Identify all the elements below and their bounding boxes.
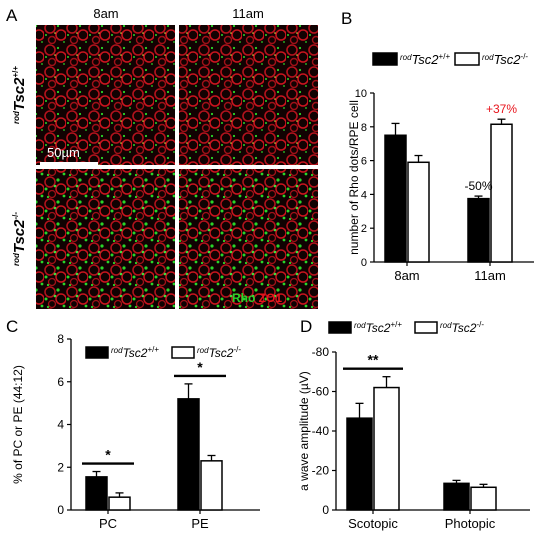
- bar-b: [467, 197, 490, 263]
- row-label-ko-sup: rod: [12, 252, 21, 266]
- significance-label-c: *: [105, 447, 111, 463]
- significance-label-d: **: [368, 352, 379, 368]
- bar-d: [373, 386, 400, 511]
- y-tick-label-c: 0: [57, 503, 64, 517]
- panel-letter-b: B: [341, 9, 352, 28]
- legend-c-label-ko: rodTsc2-/-: [197, 345, 241, 360]
- y-tick-label-c: 8: [57, 332, 64, 346]
- stain-label-rho: Rho: [232, 291, 255, 305]
- bar-c: [200, 460, 223, 511]
- y-tick-label-b: 0: [361, 257, 367, 269]
- micrograph-ko-8am: [36, 169, 175, 309]
- y-axis-label-d: a wave amplitude (µV): [297, 371, 311, 491]
- annotation-b: -50%: [464, 179, 492, 193]
- bar-d: [346, 417, 373, 511]
- y-axis-label-b: number of Rho dots/RPE cell: [347, 100, 361, 255]
- panel-letter-d: D: [300, 317, 312, 336]
- row-label-ko-gene: Tsc2: [11, 219, 28, 253]
- legend-b: rodTsc2+/+ rodTsc2-/-: [372, 52, 528, 67]
- col-label-8am: 8am: [93, 6, 118, 21]
- legend-d-swatch-ko: [414, 321, 438, 334]
- bar-c: [177, 398, 200, 511]
- x-tick-label-d: Scotopic: [348, 516, 398, 531]
- scale-bar-label: 50µm: [47, 145, 80, 160]
- legend-d-swatch-wt: [328, 321, 352, 334]
- bar-c: [85, 476, 108, 511]
- bar-b: [490, 123, 513, 263]
- panel-letter-a: A: [6, 6, 18, 25]
- y-tick-label-b: 6: [361, 156, 367, 168]
- legend-b-label-wt: rodTsc2+/+: [400, 52, 450, 67]
- annotation-b: +37%: [486, 102, 517, 116]
- bar-d: [470, 486, 497, 511]
- legend-d: rodTsc2+/+ rodTsc2-/-: [328, 320, 484, 335]
- row-label-wt-gene: Tsc2: [11, 77, 28, 111]
- bar-d: [443, 482, 470, 511]
- row-label-wt-geno: +/+: [11, 66, 20, 78]
- panel-letter-c: C: [6, 317, 18, 336]
- y-axis-label-c: % of PC or PE (44:12): [11, 365, 25, 484]
- row-label-ko: rodTsc2-/-: [11, 212, 28, 266]
- legend-d-label-wt: rodTsc2+/+: [354, 320, 402, 335]
- y-tick-label-b: 2: [361, 223, 367, 235]
- micrograph-ko-11am: [179, 169, 318, 309]
- legend-b-swatch-ko: [454, 52, 480, 66]
- row-label-ko-geno: -/-: [11, 212, 20, 220]
- x-tick-label-c: PC: [99, 516, 117, 531]
- row-label-wt: rodTsc2+/+: [11, 66, 28, 124]
- y-tick-label-d: 0: [322, 503, 329, 517]
- chart-c: 0 2 4 6 8 % of PC or PE (44:12) PC PE * *: [11, 332, 260, 531]
- significance-label-c: *: [197, 359, 203, 375]
- chart-d: 0 -20 -40 -60 -80a wave amplitude (µV) Scotop…: [297, 345, 530, 531]
- x-tick-label-d: Photopic: [445, 516, 496, 531]
- svg-text:rodTsc2+/+: rodTsc2+/+: [11, 66, 28, 124]
- legend-c-label-wt: rodTsc2+/+: [111, 345, 159, 360]
- row-label-wt-sup: rod: [12, 110, 21, 124]
- scale-bar: [40, 162, 98, 165]
- y-tick-label-c: 6: [57, 375, 64, 389]
- legend-b-label-ko: rodTsc2-/-: [482, 52, 528, 67]
- y-tick-label-d: -60: [312, 385, 330, 399]
- stain-label: Rho ZO1: [232, 291, 282, 305]
- y-tick-label-d: -20: [312, 464, 330, 478]
- col-label-11am: 11am: [232, 6, 264, 21]
- bar-c: [108, 496, 131, 511]
- x-tick-label-c: PE: [191, 516, 209, 531]
- legend-c-swatch-wt: [85, 346, 109, 359]
- stain-label-zo1: ZO1: [259, 291, 283, 305]
- micrograph-wt-11am: [179, 25, 318, 165]
- y-tick-label-c: 2: [57, 460, 64, 474]
- x-tick-label-b: 8am: [394, 268, 419, 283]
- legend-c-swatch-ko: [171, 346, 195, 359]
- legend-b-swatch-wt: [372, 52, 398, 66]
- y-tick-label-b: 8: [361, 122, 367, 134]
- svg-text:rodTsc2-/-: rodTsc2-/-: [11, 212, 28, 266]
- legend-d-label-ko: rodTsc2-/-: [440, 320, 484, 335]
- micrograph-wt-8am: [36, 25, 175, 165]
- y-tick-label-d: -40: [312, 424, 330, 438]
- y-tick-label-b: 10: [355, 88, 367, 100]
- bar-b: [407, 161, 430, 263]
- y-tick-label-d: -80: [312, 345, 330, 359]
- x-tick-label-b: 11am: [474, 268, 506, 283]
- y-tick-label-c: 4: [57, 418, 64, 432]
- y-tick-label-b: 4: [361, 189, 367, 201]
- legend-c: rodTsc2+/+ rodTsc2-/-: [85, 345, 241, 360]
- bar-b: [384, 134, 407, 263]
